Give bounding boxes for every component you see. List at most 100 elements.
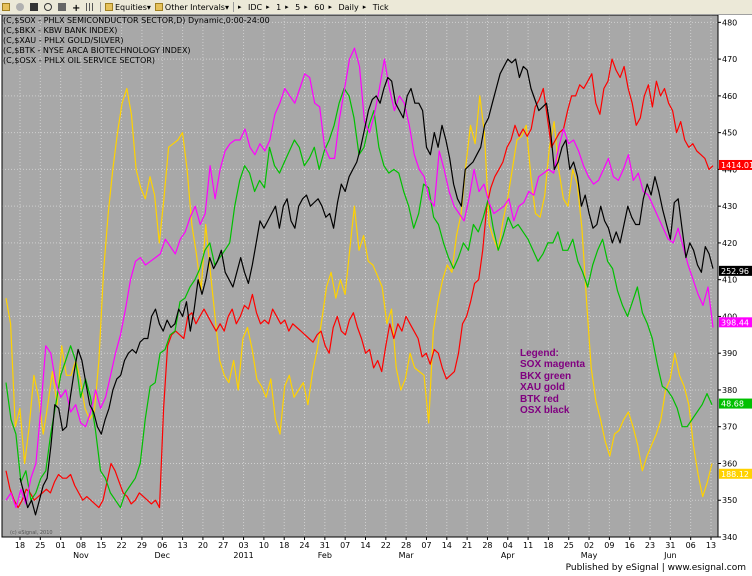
- watermark: (c) eSignal, 2010: [10, 530, 53, 536]
- series-line-btk: [5, 58, 714, 509]
- grid-icon: [86, 3, 94, 11]
- plus-icon: +: [72, 3, 81, 14]
- x-tick-label: 07: [340, 541, 350, 550]
- interval-60-label: 60: [314, 2, 325, 12]
- last-value-badge-osx: [719, 265, 752, 276]
- last-value-label-osx: 252.96: [721, 267, 749, 276]
- footer: Published by eSignal | www.esignal.com: [0, 562, 752, 576]
- circle-icon[interactable]: [42, 0, 56, 14]
- folder-icon: [154, 3, 163, 11]
- x-tick-label: 22: [117, 541, 127, 550]
- toolbar: + Equities ▾ Other Intervals ▾ ▸ IDC ▸ 1 ▸ 5 ▸ 60 ▸…: [0, 0, 752, 15]
- folder-icon: [105, 3, 113, 11]
- x-tick-label: 21: [462, 541, 472, 550]
- x-month-label: Apr: [501, 551, 516, 560]
- interval-tick[interactable]: ▸ Tick: [361, 0, 391, 14]
- y-tick-label: 470: [722, 55, 737, 64]
- last-value-label-bkx: 48.68: [721, 400, 744, 409]
- series-line-sox: [5, 47, 714, 509]
- gear-icon[interactable]: [14, 0, 28, 14]
- grid-icon[interactable]: [84, 0, 98, 14]
- legend-line-bkx: BKX green: [520, 370, 572, 382]
- series-label-bkx: (C,$BKX - KBW BANK INDEX): [3, 26, 118, 35]
- interval-5-label: 5: [295, 2, 301, 12]
- x-tick-label: 02: [584, 541, 594, 550]
- x-tick-label: 28: [401, 541, 411, 550]
- last-value-badge-btk: [719, 159, 752, 170]
- x-tick-label: 31: [665, 541, 675, 550]
- equities-folder-label: Equities: [115, 2, 147, 12]
- interval-60[interactable]: ▸ 60: [302, 0, 326, 14]
- interval-daily[interactable]: ▸ Daily: [326, 0, 360, 14]
- x-tick-label: 28: [482, 541, 492, 550]
- last-value-label-xau: 188.12: [721, 470, 749, 479]
- equities-folder[interactable]: Equities ▾: [103, 0, 153, 14]
- legend-title: Legend:: [520, 348, 559, 359]
- folder-icon[interactable]: [0, 0, 14, 14]
- x-month-label: May: [581, 551, 598, 560]
- y-tick-label: 420: [722, 239, 737, 248]
- square-icon[interactable]: [28, 0, 42, 14]
- x-tick-label: 01: [56, 541, 66, 550]
- last-value-badge-sox: [719, 317, 752, 328]
- x-tick-label: 07: [421, 541, 431, 550]
- x-tick-label: 14: [442, 541, 452, 550]
- interval-arrow-icon: ▸: [237, 3, 242, 11]
- x-tick-label: 11: [523, 541, 533, 550]
- y-tick-label: 410: [722, 276, 737, 285]
- interval-idc[interactable]: ▸ IDC: [236, 0, 264, 14]
- x-tick-label: 29: [137, 541, 147, 550]
- chevron-down-icon: ▾: [224, 2, 229, 12]
- x-tick-label: 25: [35, 541, 45, 550]
- y-tick-label: 460: [722, 92, 737, 101]
- x-tick-label: 13: [177, 541, 187, 550]
- y-tick-label: 380: [722, 386, 737, 395]
- plus-icon[interactable]: +: [70, 0, 84, 14]
- series-label-xau: (C,$XAU - PHLX GOLD/SILVER): [3, 36, 124, 45]
- x-tick-label: 23: [645, 541, 655, 550]
- x-tick-label: 09: [604, 541, 614, 550]
- interval-1[interactable]: ▸ 1: [264, 0, 283, 14]
- chevron-down-icon: ▾: [146, 2, 151, 12]
- y-tick-label: 430: [722, 202, 737, 211]
- y-tick-label: 350: [722, 496, 737, 505]
- series-label-sox: (C,$SOX - PHLX SEMICONDUCTOR SECTOR,D) D…: [3, 16, 270, 25]
- y-tick-label: 400: [722, 312, 737, 321]
- x-tick-label: 18: [543, 541, 553, 550]
- x-tick-label: 25: [564, 541, 574, 550]
- other-intervals-folder[interactable]: Other Intervals ▾: [153, 0, 231, 14]
- square-icon: [30, 3, 38, 11]
- plot-border: [1, 15, 719, 538]
- legend-line-xau: XAU gold: [520, 382, 565, 394]
- toolbar-separator: [232, 2, 234, 12]
- x-tick-label: 10: [259, 541, 269, 550]
- chart-area: 3403503603703803904004104204304404504604…: [0, 15, 752, 562]
- x-month-label: Dec: [155, 551, 170, 560]
- series-line-osx: [19, 58, 714, 516]
- print-icon[interactable]: [56, 0, 70, 14]
- last-value-badge-bkx: [719, 398, 752, 409]
- other-intervals-folder-label: Other Intervals: [164, 2, 225, 12]
- toolbar-separator: [100, 2, 101, 12]
- series-labels: (C,$SOX - PHLX SEMICONDUCTOR SECTOR,D) D…: [3, 16, 270, 66]
- last-value-label-sox: 398.44: [721, 318, 749, 327]
- x-axis-panel: [0, 537, 752, 562]
- interval-arrow-icon: ▸: [362, 3, 367, 11]
- x-tick-label: 18: [15, 541, 25, 550]
- y-tick-label: 360: [722, 459, 737, 468]
- interval-5[interactable]: ▸ 5: [283, 0, 302, 14]
- plot-background: [2, 15, 718, 537]
- x-tick-label: 13: [706, 541, 716, 550]
- interval-arrow-icon: ▸: [304, 3, 308, 11]
- interval-arrow-icon: ▸: [285, 3, 289, 11]
- x-tick-label: 18: [279, 541, 289, 550]
- x-month-label: Feb: [318, 551, 332, 560]
- y-tick-label: 390: [722, 349, 737, 358]
- footer-text: Published by eSignal | www.esignal.com: [565, 563, 746, 573]
- legend-line-sox: SOX magenta: [520, 359, 586, 371]
- x-month-label: Mar: [399, 551, 415, 560]
- interval-arrow-icon: ▸: [266, 3, 270, 11]
- x-tick-label: 22: [381, 541, 391, 550]
- print-icon: [58, 3, 66, 11]
- legend-line-osx: OSX black: [520, 405, 570, 417]
